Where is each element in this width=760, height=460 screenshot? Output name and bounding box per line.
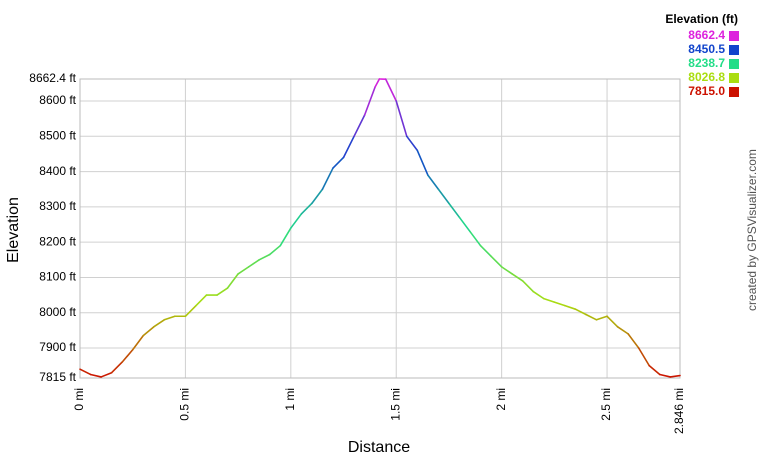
elevation-segment: [585, 313, 598, 321]
legend-label: 8238.7: [688, 56, 725, 70]
elevation-segment: [268, 244, 282, 256]
elevation-segment: [216, 287, 229, 296]
y-tick-label: 8600 ft: [39, 93, 76, 107]
elevation-segment: [237, 266, 250, 275]
elevation-segment: [342, 135, 355, 159]
elevation-segment: [595, 315, 608, 321]
legend-label: 8026.8: [688, 70, 725, 84]
elevation-segment: [300, 202, 313, 215]
elevation-segment: [121, 348, 134, 363]
plot-border: [79, 78, 681, 379]
x-tick-label: 0 mi: [72, 388, 86, 411]
elevation-segment: [290, 213, 303, 229]
elevation-segment: [574, 308, 587, 316]
x-tick-label: 1.5 mi: [388, 388, 402, 421]
elevation-segment: [258, 253, 271, 261]
elevation-segment: [89, 373, 102, 378]
elevation-segment: [353, 114, 366, 138]
elevation-segment: [553, 301, 566, 307]
elevation-segment: [606, 315, 619, 328]
legend-swatch: [729, 87, 739, 97]
elevation-segment: [110, 361, 123, 374]
x-tick-label: 2.846 mi: [672, 388, 686, 434]
elevation-segment: [226, 273, 239, 289]
elevation-segment: [152, 318, 166, 328]
y-tick-label: 7900 ft: [39, 340, 76, 354]
elevation-segment: [500, 266, 513, 275]
elevation-segment: [616, 326, 629, 335]
elevation-segment: [532, 290, 545, 300]
elevation-segment: [332, 156, 345, 169]
elevation-segment: [469, 230, 482, 247]
legend-label: 8450.5: [688, 42, 725, 56]
elevation-segment: [247, 258, 260, 268]
x-tick-label: 2.5 mi: [599, 388, 613, 421]
elevation-segment: [627, 333, 640, 349]
elevation-segment: [374, 78, 381, 88]
elevation-segment: [448, 202, 461, 219]
legend-swatch: [729, 73, 739, 83]
elevation-segment: [321, 167, 334, 191]
y-tick-label: 8200 ft: [39, 234, 76, 248]
elevation-segment: [458, 216, 471, 233]
elevation-segment: [131, 334, 145, 351]
elevation-segment: [195, 294, 208, 307]
elevation-segment: [395, 100, 408, 138]
legend-swatch: [729, 59, 739, 69]
elevation-segment: [311, 188, 324, 205]
y-tick-label: 8500 ft: [39, 128, 76, 142]
y-tick-label: 8300 ft: [39, 199, 76, 213]
elevation-segment: [427, 174, 440, 191]
elevation-segment: [669, 374, 681, 378]
elevation-segment: [279, 227, 292, 247]
elevation-segment: [437, 188, 450, 205]
elevation-segment: [637, 347, 651, 367]
legend-label: 7815.0: [688, 84, 725, 98]
elevation-segment: [184, 304, 197, 318]
elevation-segment: [564, 304, 577, 310]
legend-swatch: [729, 45, 739, 55]
elevation-segment: [658, 373, 672, 378]
y-tick-label: 8100 ft: [39, 270, 76, 284]
elevation-segment: [416, 149, 429, 176]
elevation-segment: [405, 135, 419, 152]
y-tick-label: 7815 ft: [39, 370, 76, 384]
legend-title: Elevation (ft): [665, 12, 738, 26]
credit: created by GPSVisualizer.com: [745, 149, 759, 311]
elevation-segment: [490, 255, 503, 268]
elevation-segment: [79, 368, 92, 376]
x-tick-label: 2 mi: [494, 388, 508, 411]
legend-label: 8662.4: [688, 28, 725, 42]
x-tick-label: 0.5 mi: [178, 388, 192, 421]
elevation-segment: [521, 280, 535, 293]
y-axis-label: Elevation: [5, 197, 22, 263]
elevation-segment: [511, 273, 524, 282]
x-tick-label: 1 mi: [283, 388, 297, 411]
legend-swatch: [729, 31, 739, 41]
elevation-segment: [100, 371, 113, 378]
y-tick-label: 8400 ft: [39, 164, 76, 178]
elevation-segment: [384, 78, 398, 102]
elevation-segment: [142, 326, 155, 337]
x-axis-label: Distance: [348, 439, 410, 456]
elevation-segment: [163, 315, 176, 321]
elevation-segment: [543, 297, 556, 303]
y-tick-label: 8662.4 ft: [29, 71, 76, 85]
elevation-segment: [363, 86, 376, 116]
elevation-segment: [479, 244, 492, 258]
y-tick-label: 8000 ft: [39, 305, 76, 319]
elevation-segment: [648, 364, 661, 376]
